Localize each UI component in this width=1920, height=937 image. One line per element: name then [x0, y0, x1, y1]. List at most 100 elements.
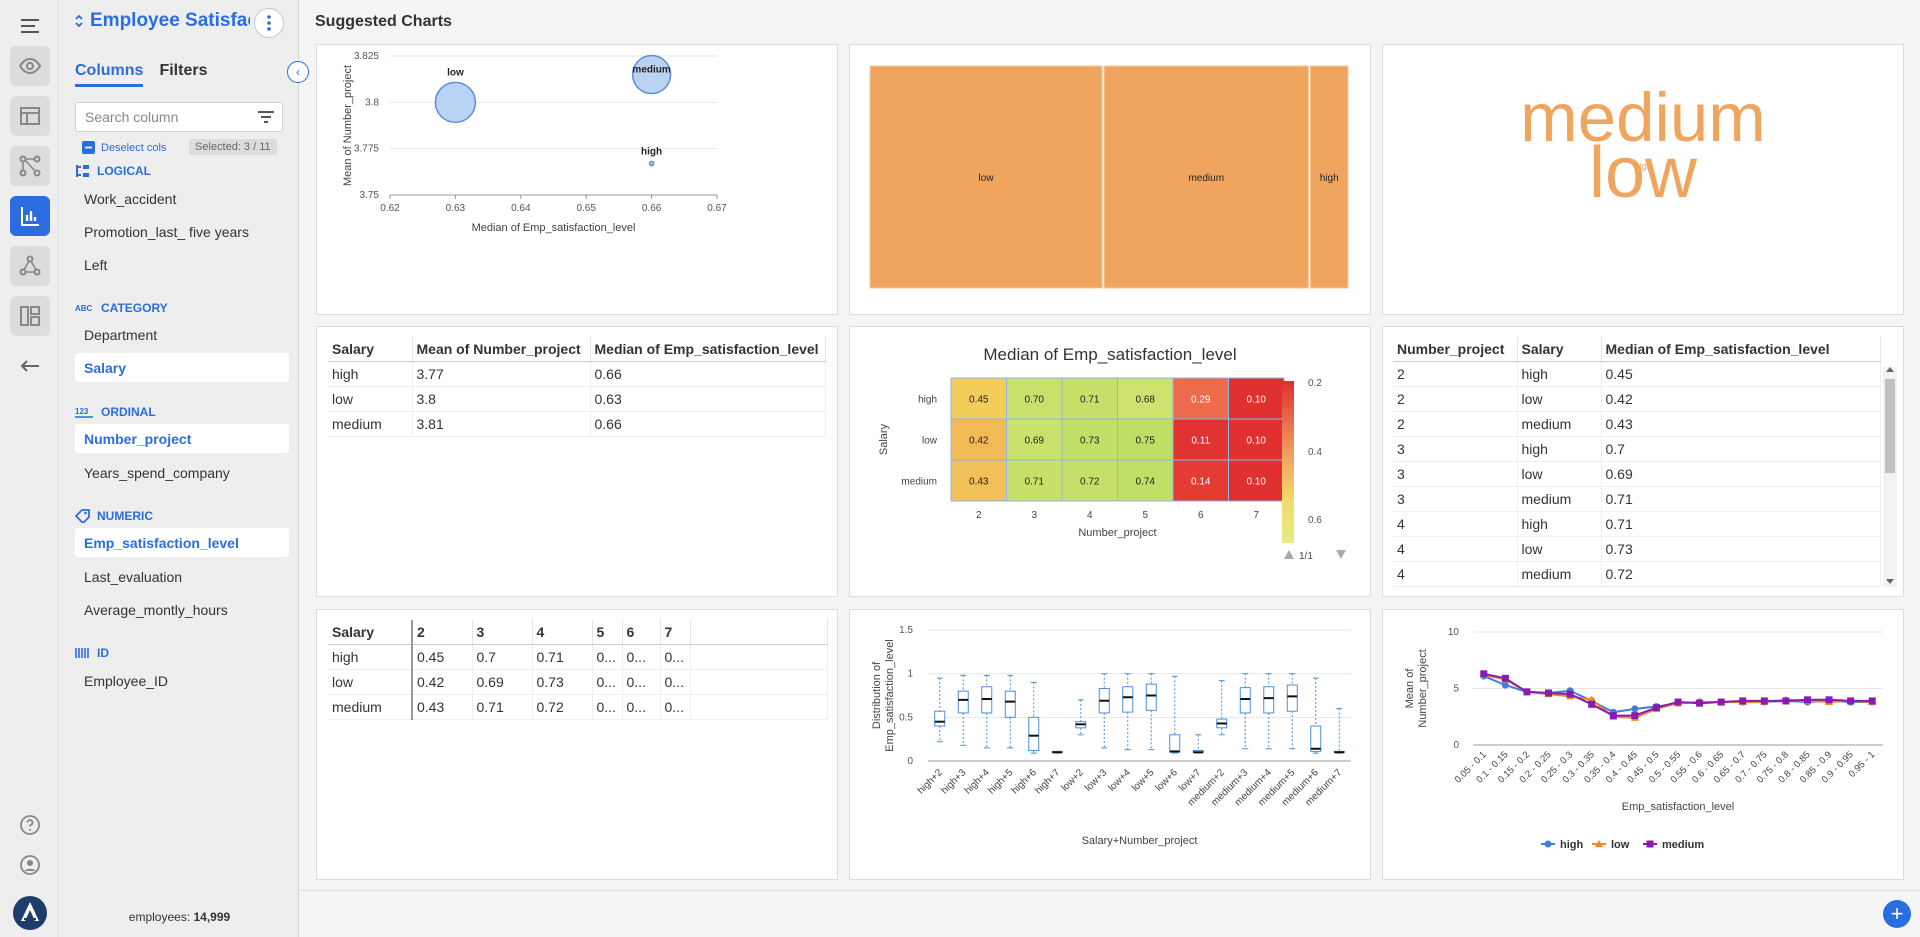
series-line	[1483, 673, 1873, 719]
x-axis-label: Median of Emp_satisfaction_level	[472, 222, 636, 234]
box-body	[1122, 686, 1134, 713]
colorbar-tick-label: 0.6	[1308, 515, 1322, 526]
column-item-work-accident[interactable]: Work_accident	[84, 190, 177, 207]
chart-card-pivot-table[interactable]: Salary 2 3 4 5 6 7 high 0.45 0.7 0.71 0... 0... 0...…	[316, 609, 838, 880]
eye-icon[interactable]	[10, 46, 50, 86]
table-header-cell[interactable]: 3	[472, 620, 533, 645]
heatmap-cell	[1228, 418, 1285, 461]
table-header-cell[interactable]: Salary	[328, 337, 413, 362]
filter-icon[interactable]	[257, 109, 275, 125]
dashboard-icon[interactable]	[10, 296, 50, 336]
column-item-number-project[interactable]: Number_project	[75, 424, 289, 453]
minus-checkbox-icon	[82, 141, 95, 154]
colorbar-tick-label: 0.2	[1308, 378, 1322, 389]
column-item-average-montly-hours[interactable]: Average_montly_hours	[84, 601, 228, 618]
table-cell: 3	[1393, 486, 1518, 512]
table-header-cell[interactable]: 6	[622, 620, 661, 645]
table-cell: 0...	[622, 644, 661, 670]
heatmap-cell	[1117, 459, 1174, 502]
table-header-row: Salary Mean of Number_project Median of …	[328, 337, 826, 362]
table-header-cell[interactable]: Salary	[1517, 337, 1602, 362]
column-item-years-spend-company[interactable]: Years_spend_company	[84, 464, 230, 481]
column-item-department[interactable]: Department	[84, 326, 158, 343]
chart-card-bubble[interactable]: 3.75 3.775 3.8 3.825 0.62 0.63 0.64 0.65 0.66 0.6…	[316, 44, 838, 315]
chart-card-heatmap[interactable]: Median of Emp_satisfaction_level high 0.45…	[849, 326, 1371, 597]
collapse-panel-icon[interactable]: ‹	[287, 61, 309, 83]
table-header-cell[interactable]: 7	[660, 620, 691, 645]
back-arrow-icon[interactable]	[10, 346, 50, 386]
chart-card-detail-table[interactable]: Number_project Salary Median of Emp_sati…	[1382, 326, 1904, 597]
chart-card-line[interactable]: 0 5 10 0.05 - 0.1 0.1 - 0.15 0.15 - 0.2 0.2 - …	[1382, 609, 1904, 880]
chart-card-summary-table[interactable]: Salary Mean of Number_project Median of …	[316, 326, 838, 597]
x-axis-label: Emp_satisfaction_level	[1622, 801, 1735, 813]
table-header-cell[interactable]: Salary	[328, 620, 413, 645]
treemap-chart: low medium high	[869, 65, 1349, 289]
dataset-title[interactable]: Employee Satisfac...	[74, 10, 250, 32]
chart-card-wordcloud[interactable]: medium low high	[1382, 44, 1904, 315]
table-cell: 3	[1393, 436, 1518, 462]
flow-icon[interactable]	[10, 146, 50, 186]
x-tick-label: 2	[976, 510, 982, 521]
tab-filters[interactable]: Filters	[159, 62, 208, 79]
y-axis-label-line1: Distribution of	[871, 661, 883, 729]
box-body	[1286, 684, 1298, 712]
column-item-promotion-last-five-years[interactable]: Promotion_last_ five years	[84, 223, 249, 240]
column-item-left[interactable]: Left	[84, 256, 108, 273]
column-item-emp-satisfaction-level[interactable]: Emp_satisfaction_level	[75, 528, 289, 557]
table-cell: 0.42	[1601, 386, 1881, 412]
table-header-cell[interactable]: 4	[532, 620, 593, 645]
y-axis-label-line2: Number_project	[1417, 649, 1429, 727]
box-plot-chart: 0 0.5 1 1.5 high+2high+3high+4high+5high+6hi…	[871, 625, 1351, 847]
table-row: low 0.42 0.69 0.73 0... 0... 0...	[328, 669, 828, 695]
hamburger-icon[interactable]	[10, 6, 50, 46]
logo-icon[interactable]	[10, 893, 50, 933]
y-tick-label: 3.8	[365, 97, 379, 108]
series-point	[1739, 697, 1747, 705]
series-point	[1631, 705, 1639, 713]
scroll-up-icon[interactable]	[1886, 367, 1894, 372]
word-cloud-word: high	[1634, 161, 1651, 171]
treemap-label: medium	[1188, 173, 1224, 184]
user-icon[interactable]	[10, 845, 50, 885]
series-point	[1847, 697, 1855, 705]
column-item-salary[interactable]: Salary	[75, 353, 289, 382]
table-row: medium 0.43 0.71 0.72 0... 0... 0...	[328, 694, 828, 720]
x-tick-label: low+6	[1153, 767, 1180, 794]
deselect-cols-button[interactable]: Deselect cols	[82, 141, 166, 154]
x-axis-label: Number_project	[1078, 527, 1156, 539]
scrollbar-thumb[interactable]	[1885, 379, 1895, 473]
help-icon[interactable]	[10, 805, 50, 845]
heatmap-value: 0.71	[1080, 395, 1100, 406]
table-cell: 4	[1393, 536, 1518, 562]
chart-card-boxplot[interactable]: 0 0.5 1 1.5 high+2 high+3 high+4 high+5 high+6 hi…	[849, 609, 1371, 880]
column-item-employee-id[interactable]: Employee_ID	[84, 672, 169, 689]
table-header-cell[interactable]: Mean of Number_project	[412, 337, 591, 362]
table-header-cell[interactable]: 2	[412, 620, 473, 645]
table-row: 4 medium 0.72	[1393, 561, 1881, 587]
scroll-down-icon[interactable]	[1886, 579, 1894, 584]
add-chart-button[interactable]: +	[1883, 900, 1911, 928]
legend-item-medium: medium	[1643, 839, 1704, 851]
heatmap-value: 0.29	[1191, 395, 1211, 406]
table-header-cell[interactable]: Number_project	[1393, 337, 1518, 362]
x-tick-label: high+6	[1010, 767, 1040, 797]
table-header-cell[interactable]: 5	[592, 620, 623, 645]
chart-card-treemap[interactable]: low medium high	[849, 44, 1371, 315]
network-icon[interactable]	[10, 246, 50, 286]
heatmap-value: 0.73	[1080, 436, 1100, 447]
vertical-scrollbar[interactable]	[1883, 367, 1897, 587]
table-header-cell[interactable]: Median of Emp_satisfaction_level	[1601, 337, 1881, 362]
table-icon[interactable]	[10, 96, 50, 136]
search-column-input[interactable]	[75, 102, 283, 132]
sort-chevrons-icon	[75, 14, 83, 28]
y-tick-label: 10	[1448, 627, 1460, 638]
table-row: 3 high 0.7	[1393, 436, 1881, 462]
table-header-cell[interactable]: Median of Emp_satisfaction_level	[590, 337, 826, 362]
tab-columns[interactable]: Columns	[75, 62, 144, 87]
box-body	[1028, 716, 1040, 752]
column-item-last-evaluation[interactable]: Last_evaluation	[84, 568, 183, 585]
kebab-menu-icon[interactable]	[254, 8, 284, 38]
table-cell: 0...	[592, 669, 623, 695]
bar-chart-icon[interactable]	[10, 196, 50, 236]
